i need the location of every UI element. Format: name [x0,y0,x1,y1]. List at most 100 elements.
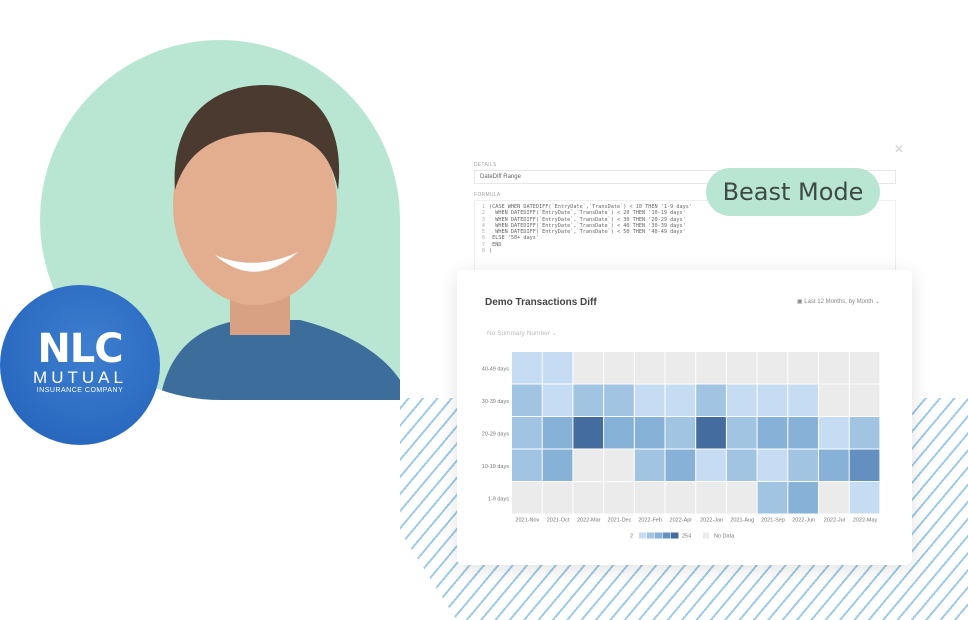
line-number: 6 [481,235,485,242]
heatmap-cell[interactable] [573,417,604,449]
heatmap-cell[interactable] [788,384,818,417]
row-label: 1-9 days [488,496,509,502]
heatmap-cell[interactable] [788,449,818,482]
heatmap-cell[interactable] [512,352,542,384]
code-text: (CASE WHEN DATEDIFF(`EntryDate`,`TransDa… [489,204,693,210]
heatmap-cell[interactable] [849,482,880,514]
heatmap-cell[interactable] [512,417,542,449]
heatmap-cell[interactable] [726,449,757,482]
code-text: ) [489,248,493,255]
heatmap-cell[interactable] [726,417,757,449]
code-text: ELSE '50+ days' [489,235,539,242]
heatmap-cell[interactable] [634,352,665,384]
heatmap-cell[interactable] [634,384,665,417]
heatmap-cell[interactable] [726,384,757,417]
heatmap-cell[interactable] [849,352,880,384]
heatmap-cell[interactable] [819,352,849,384]
date-range-selector[interactable]: ▣ Last 12 Months, by Month ⌄ [797,298,880,305]
heatmap-cell[interactable] [665,384,696,417]
summary-selector[interactable]: No Summary Number ⌄ [487,330,558,337]
heatmap-cell[interactable] [512,482,542,514]
column-label: 2022-Jul [824,518,845,524]
heatmap-cell[interactable] [604,384,634,417]
heatmap-cell[interactable] [604,352,634,384]
heatmap-cell[interactable] [757,352,788,384]
heatmap-cell[interactable] [573,482,604,514]
heatmap-cell[interactable] [726,352,757,384]
heatmap-cell[interactable] [819,449,849,482]
heatmap-cell[interactable] [512,449,542,482]
heatmap-cell[interactable] [819,384,849,417]
code-line: 4 WHEN DATEDIFF(`EntryDate`,`TransDate`)… [475,223,895,229]
name-field[interactable]: DateDiff Range [474,170,896,184]
heatmap-cell[interactable] [696,384,726,417]
heatmap-cell[interactable] [665,417,696,449]
legend-min: 2 [630,534,633,540]
formula-label: FORMULA [474,192,501,198]
heatmap-cell[interactable] [819,482,849,514]
heatmap-cell[interactable] [604,417,634,449]
column-label: 2021-Sep [761,518,785,524]
heatmap-cell[interactable] [849,417,880,449]
heatmap-cell[interactable] [788,417,818,449]
row-label: 40-49 days [482,366,509,372]
line-number: 3 [481,216,485,223]
legend-max: 254 [682,534,691,540]
heatmap: 40-49 days 30-39 days 20-29 days 10-19 days… [482,352,880,540]
heatmap-cell[interactable] [757,482,788,514]
heatmap-cell[interactable] [696,417,726,449]
chevron-down-icon: ⌄ [873,299,880,305]
legend-swatch [655,532,663,539]
heatmap-cell[interactable] [757,417,788,449]
line-number: 4 [481,222,485,229]
heatmap-cell[interactable] [757,384,788,417]
heatmap-cell[interactable] [573,384,604,417]
person-photo [40,40,400,400]
heatmap-cell[interactable] [634,449,665,482]
heatmap-cell[interactable] [819,417,849,449]
heatmap-cell[interactable] [604,449,634,482]
legend-swatch [647,532,655,539]
heatmap-cell[interactable] [696,449,726,482]
chart-card: Demo Transactions Diff ▣ Last 12 Months,… [457,270,912,565]
heatmap-cell[interactable] [542,449,573,482]
code-text: WHEN DATEDIFF(`EntryDate`,`TransDate`) <… [489,216,686,223]
row-label: 10-19 days [482,464,509,470]
code-line: 7 END [475,242,895,248]
heatmap-cell[interactable] [788,352,818,384]
line-number: 7 [481,241,485,248]
nlc-mutual-logo: NLC MUTUAL INSURANCE COMPANY [0,285,160,445]
line-number: 5 [481,229,485,236]
heatmap-cell[interactable] [665,352,696,384]
logo-subtext: MUTUAL [33,368,127,387]
column-label: 2021-Oct [547,518,570,524]
heatmap-cell[interactable] [542,482,573,514]
heatmap-cell[interactable] [542,352,573,384]
heatmap-cell[interactable] [849,384,880,417]
heatmap-cell[interactable] [542,384,573,417]
heatmap-cell[interactable] [542,417,573,449]
heatmap-cell[interactable] [788,482,818,514]
heatmap-cell[interactable] [634,482,665,514]
heatmap-cell[interactable] [665,449,696,482]
legend-swatch [639,532,647,539]
code-line: 2 WHEN DATEDIFF(`EntryDate`,`TransDate`)… [475,210,895,216]
heatmap-cell[interactable] [849,449,880,482]
close-icon[interactable]: ✕ [893,142,904,156]
code-line: 6 ELSE '50+ days' [475,235,895,241]
heatmap-cell[interactable] [757,449,788,482]
formula-editor[interactable]: 1 (CASE WHEN DATEDIFF(`EntryDate`,`TransD… [474,200,896,280]
heatmap-cell[interactable] [696,352,726,384]
row-label: 30-39 days [482,399,509,405]
heatmap-cell[interactable] [665,482,696,514]
heatmap-cell[interactable] [573,449,604,482]
heatmap-cell[interactable] [696,482,726,514]
heatmap-cell[interactable] [573,352,604,384]
column-label: 2022-Feb [638,518,662,524]
date-range-label: Last 12 Months, by Month [804,299,874,305]
legend-swatch [671,532,679,539]
heatmap-cell[interactable] [604,482,634,514]
heatmap-cell[interactable] [512,384,542,417]
heatmap-cell[interactable] [634,417,665,449]
heatmap-cell[interactable] [726,482,757,514]
